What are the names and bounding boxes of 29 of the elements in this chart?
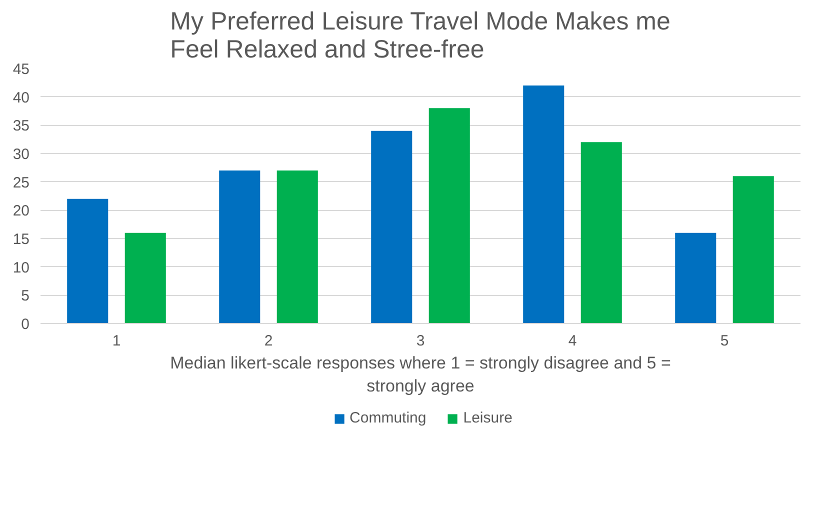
y-tick-label: 5 [21,288,30,305]
bar [276,170,318,324]
y-tick-label: 10 [12,259,30,276]
bar [675,232,716,324]
bar [67,198,108,324]
bar [580,142,622,324]
legend-label: Commuting [350,410,426,426]
bar [428,108,470,324]
y-tick-label: 15 [12,231,30,248]
x-tick-label: 5 [720,332,729,350]
x-tick-label: 3 [416,332,425,350]
bar [732,176,774,324]
y-tick-label: 20 [12,202,30,220]
y-tick-label: 45 [12,61,30,78]
y-tick-label: 40 [12,89,30,106]
chart-title: My Preferred Leisure Travel Mode Makes me Feel Relaxed and Stree-free [170,8,670,64]
bar [523,86,564,324]
bar [124,232,166,324]
y-tick-label: 30 [12,146,30,163]
x-tick-label: 4 [568,332,577,350]
x-tick-label: 2 [264,332,273,350]
x-axis-title: Median likert-scale responses where 1 = strongly disagree and 5 = strongly agree [170,354,671,396]
legend-label: Leisure [463,410,512,426]
y-tick-label: 35 [12,118,30,135]
y-tick-label: 0 [21,316,30,333]
x-tick-label: 1 [112,332,121,350]
y-tick-label: 25 [12,174,30,192]
bar [219,170,260,324]
bar [371,130,412,324]
